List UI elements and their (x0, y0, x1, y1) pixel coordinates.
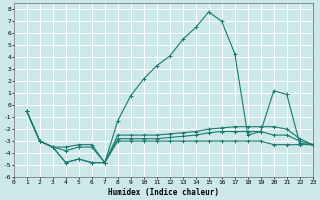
X-axis label: Humidex (Indice chaleur): Humidex (Indice chaleur) (108, 188, 219, 197)
